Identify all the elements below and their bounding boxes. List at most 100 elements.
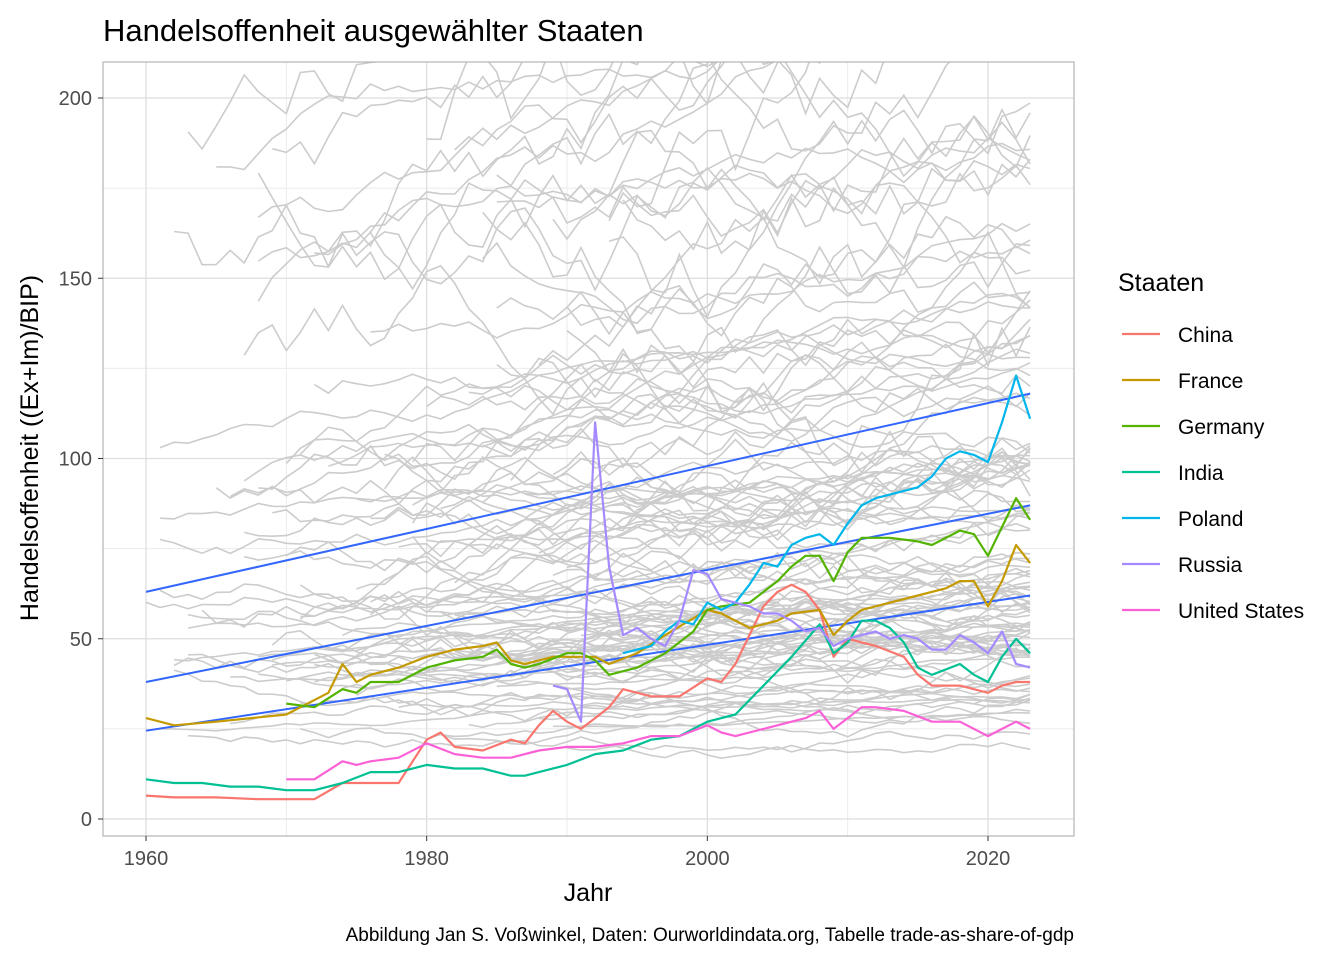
y-tick-label: 0 — [81, 809, 92, 831]
background-country-line — [356, 455, 1031, 511]
panel-border — [102, 61, 1075, 837]
x-axis-ticks: 1960 1980 2000 2020 — [124, 836, 1011, 870]
series-line-united-states — [286, 706, 1031, 781]
background-country-line — [426, 601, 1031, 621]
x-tick-label: 2000 — [685, 848, 730, 870]
trend-line — [145, 392, 1031, 593]
background-country-line — [566, 243, 1031, 376]
background-country-line — [566, 510, 1031, 569]
legend-label: Poland — [1178, 508, 1243, 531]
series-line-india — [145, 619, 1031, 792]
background-country-line — [257, 62, 719, 218]
background-country-line — [384, 343, 1031, 494]
legend-title: Staaten — [1118, 269, 1204, 297]
chart-title: Handelsoffenheit ausgewählter Staaten — [103, 13, 644, 48]
background-country-line — [496, 656, 1031, 688]
series-line-germany — [286, 497, 1032, 709]
background-country-line — [272, 62, 523, 166]
background-country-line — [314, 618, 1031, 684]
background-country-line — [440, 708, 1031, 738]
x-tick-label: 2020 — [966, 848, 1011, 870]
background-country-line — [538, 497, 1031, 554]
background-country-line — [370, 482, 1031, 526]
background-country-line — [496, 62, 822, 187]
background-country-line — [454, 62, 1031, 178]
background-country-line — [215, 292, 1031, 500]
background-country-line — [411, 454, 1031, 535]
x-tick-label: 1960 — [124, 848, 169, 870]
background-country-line — [159, 463, 1031, 520]
background-country-line — [482, 211, 1031, 467]
series-line-poland — [622, 374, 1032, 655]
trend-line — [145, 594, 1031, 732]
background-country-line — [159, 462, 1031, 555]
background-country-line — [538, 215, 1031, 366]
legend-label: China — [1178, 324, 1233, 347]
x-tick-label: 1980 — [404, 848, 449, 870]
series-line-france — [145, 543, 1031, 727]
legend-label: United States — [1178, 600, 1304, 623]
background-country-line — [580, 599, 1031, 637]
background-country-line — [496, 628, 1031, 662]
legend-label: France — [1178, 370, 1243, 393]
background-country-line — [257, 62, 951, 302]
background-country-line — [258, 653, 1031, 682]
background-country-line — [243, 348, 1031, 482]
background-country-line — [383, 437, 1031, 497]
background-country-line — [370, 222, 1031, 339]
background-country-line — [538, 687, 1031, 721]
background-country-line — [510, 355, 1031, 481]
background-country-line — [496, 290, 1031, 399]
background-country-line — [608, 102, 1031, 319]
background-country-line — [566, 671, 1031, 698]
background-country-line — [159, 552, 1031, 602]
legend-label: Germany — [1178, 416, 1265, 439]
series-line-china — [145, 583, 1031, 801]
background-country-line — [285, 469, 1031, 572]
chart-caption: Abbildung Jan S. Voßwinkel, Daten: Ourwo… — [346, 925, 1074, 946]
background-country-line — [159, 301, 1031, 449]
background-country-line — [454, 482, 1031, 600]
background-country-line — [454, 596, 1031, 636]
background-country-line — [342, 679, 1031, 712]
y-tick-label: 150 — [59, 268, 92, 290]
background-country-line — [187, 62, 383, 151]
background-country-line — [398, 677, 1031, 708]
background-country-line — [174, 166, 1031, 295]
y-axis-title: Handelsoffenheit ((Ex+Im)/BIP) — [16, 275, 44, 621]
background-country-line — [552, 353, 1031, 476]
background-country-line — [426, 62, 885, 141]
background-country-line — [244, 508, 1031, 590]
background-country-line — [145, 698, 1031, 732]
background-country-line — [300, 691, 1031, 710]
legend-label: Russia — [1178, 554, 1243, 577]
background-country-line — [440, 392, 1031, 510]
background-country-line — [328, 362, 1031, 467]
background-country-line — [384, 692, 1031, 738]
background-country-line — [426, 507, 1031, 544]
highlighted-series-lines — [145, 374, 1032, 801]
y-axis-ticks: 0 50 100 150 200 — [59, 88, 103, 831]
background-country-line — [243, 264, 1031, 497]
x-axis-title: Jahr — [564, 879, 613, 907]
background-country-line — [496, 245, 1031, 325]
background-country-lines — [145, 62, 1031, 760]
y-tick-label: 100 — [59, 449, 92, 471]
background-country-line — [524, 445, 1031, 519]
legend-label: India — [1178, 462, 1224, 485]
background-country-line — [216, 62, 718, 171]
background-country-line — [258, 427, 1031, 525]
background-country-line — [566, 742, 1031, 754]
background-country-line — [552, 159, 1031, 241]
background-country-line — [314, 137, 1031, 256]
plot-panel — [102, 61, 1075, 837]
y-tick-label: 50 — [70, 629, 92, 651]
background-country-line — [608, 62, 810, 222]
series-line-russia — [552, 421, 1031, 723]
background-country-line — [482, 241, 1031, 337]
y-tick-label: 200 — [59, 88, 92, 110]
background-country-line — [398, 587, 1031, 628]
background-country-line — [566, 164, 1031, 329]
background-country-line — [608, 564, 1031, 615]
